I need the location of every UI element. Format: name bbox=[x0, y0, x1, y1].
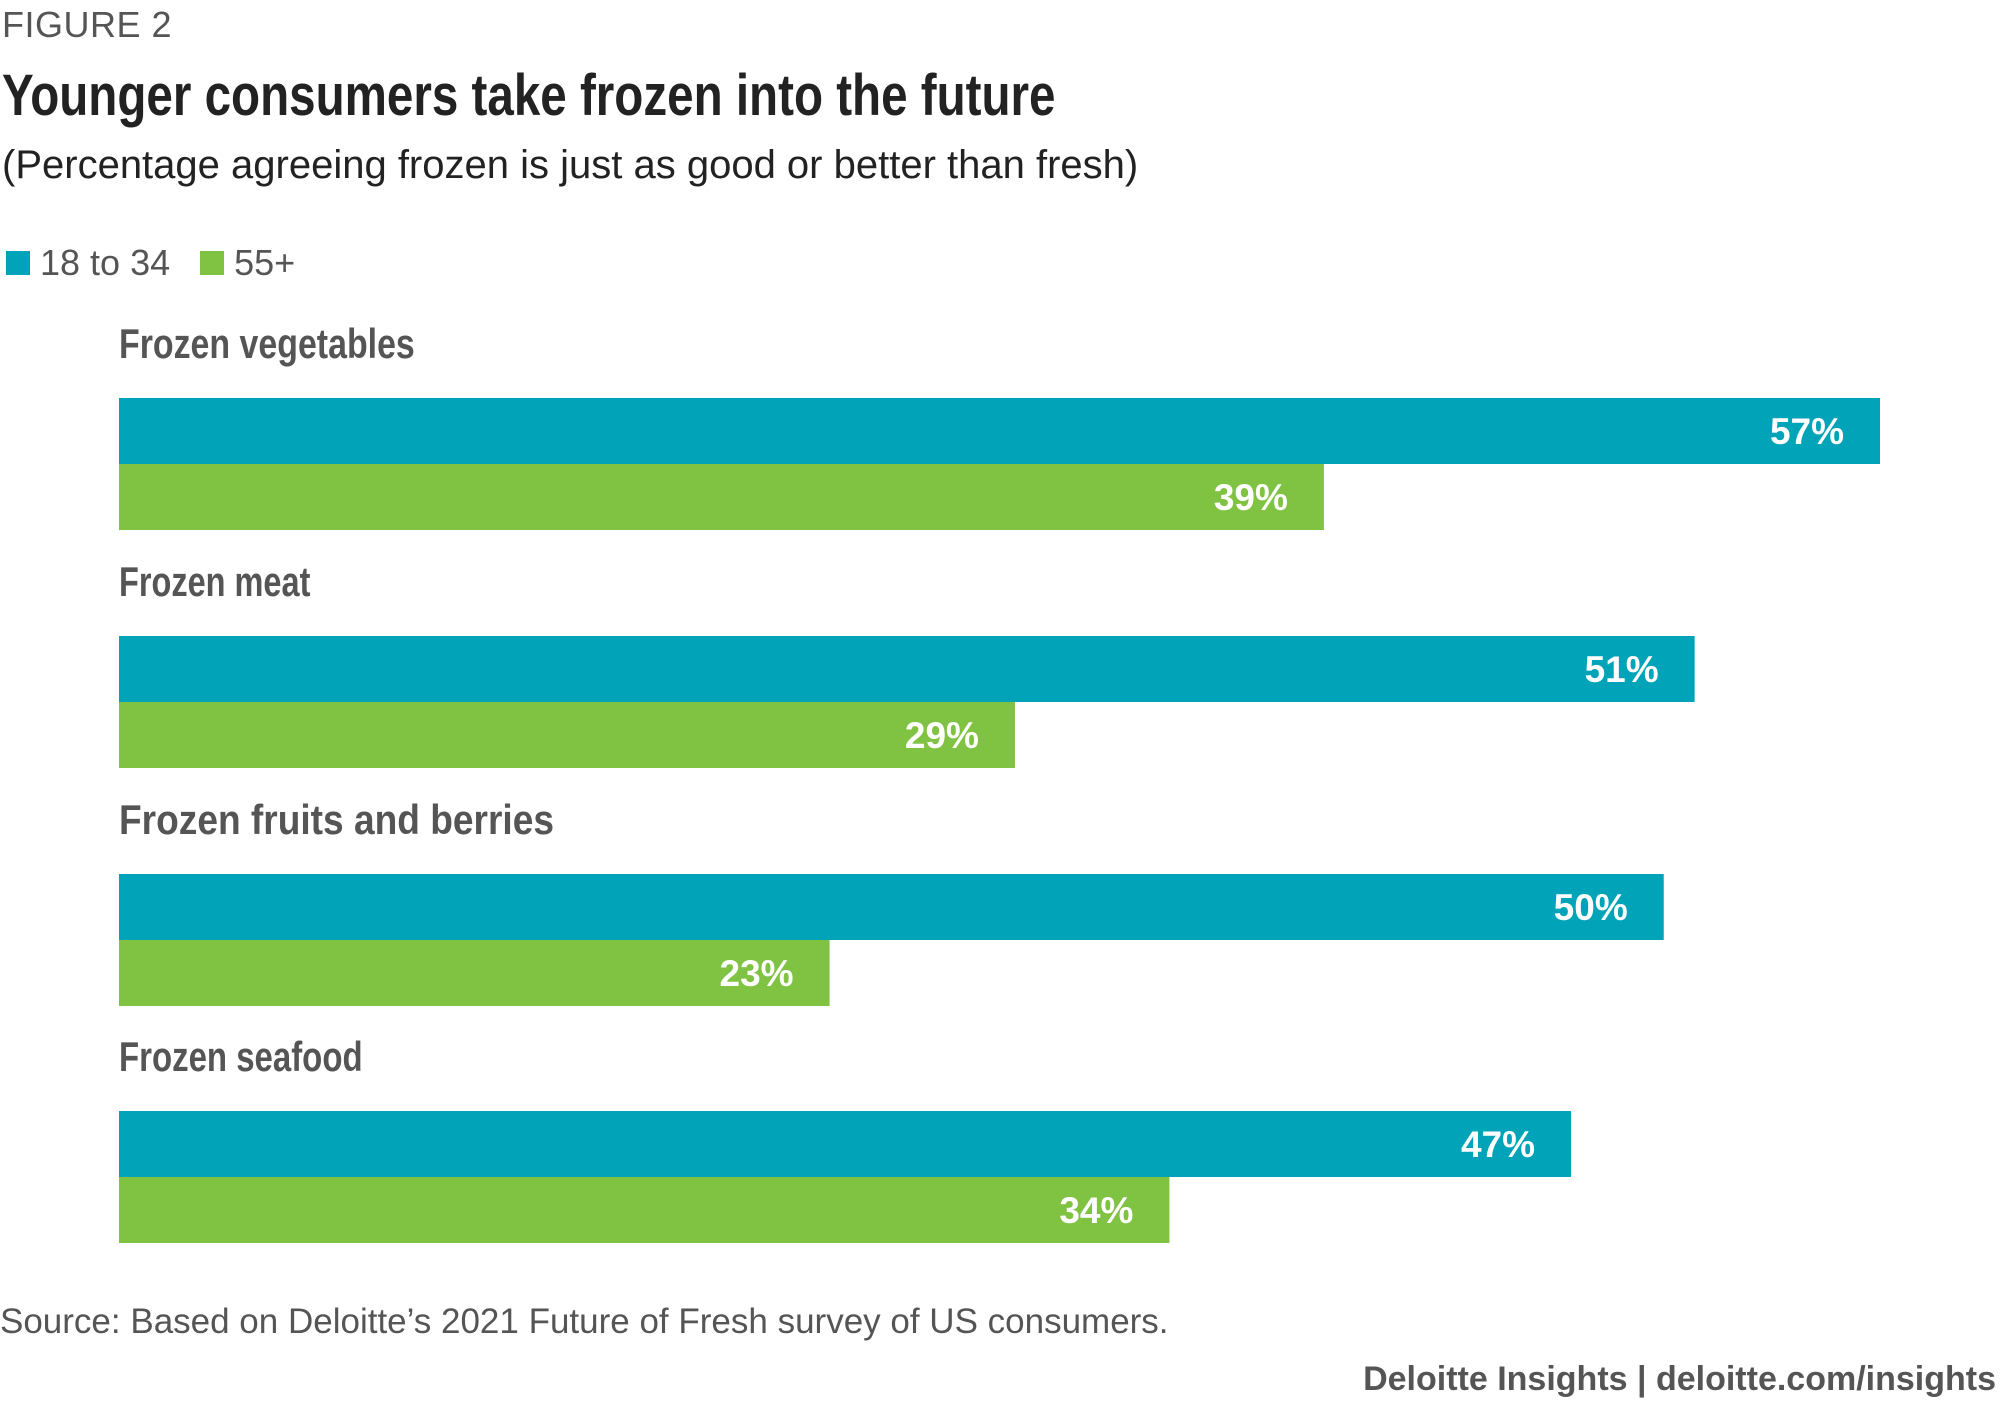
bar-frozen-vegetables-18-to-34 bbox=[119, 398, 1880, 464]
bar-frozen-fruits-and-berries-55-plus bbox=[119, 940, 830, 1006]
legend-label-18-to-34: 18 to 34 bbox=[40, 242, 171, 283]
data-label-frozen-meat-18-to-34: 51% bbox=[1585, 649, 1659, 690]
chart-title: Younger consumers take frozen into the f… bbox=[2, 63, 1056, 128]
data-label-frozen-meat-55-plus: 29% bbox=[905, 715, 979, 756]
bar-frozen-fruits-and-berries-18-to-34 bbox=[119, 874, 1664, 940]
figure-label: FIGURE 2 bbox=[2, 4, 173, 45]
bar-frozen-seafood-55-plus bbox=[119, 1177, 1170, 1243]
bar-frozen-seafood-18-to-34 bbox=[119, 1111, 1572, 1177]
bar-frozen-meat-55-plus bbox=[119, 702, 1015, 768]
footer-credit: Deloitte Insights | deloitte.com/insight… bbox=[1363, 1360, 1996, 1398]
legend-label-55-plus: 55+ bbox=[234, 242, 296, 283]
legend: 18 to 34 55+ bbox=[6, 242, 325, 284]
legend-item-55-plus: 55+ bbox=[200, 242, 295, 284]
category-label-frozen-meat: Frozen meat bbox=[119, 558, 310, 605]
legend-item-18-to-34: 18 to 34 bbox=[6, 242, 170, 284]
bar-frozen-meat-18-to-34 bbox=[119, 636, 1695, 702]
legend-swatch-55-plus bbox=[200, 251, 225, 275]
source-note: Source: Based on Deloitte’s 2021 Future … bbox=[0, 1302, 1169, 1341]
data-label-frozen-fruits-and-berries-18-to-34: 50% bbox=[1554, 887, 1628, 928]
category-label-frozen-vegetables: Frozen vegetables bbox=[119, 320, 415, 367]
bar-chart: Frozen vegetables 57% 39% Frozen meat 51% 29%… bbox=[119, 320, 1880, 1243]
data-label-frozen-vegetables-55-plus: 39% bbox=[1214, 477, 1288, 518]
category-label-frozen-fruits-and-berries: Frozen fruits and berries bbox=[119, 796, 554, 843]
bar-frozen-vegetables-55-plus bbox=[119, 464, 1324, 530]
data-label-frozen-fruits-and-berries-55-plus: 23% bbox=[720, 953, 794, 994]
data-label-frozen-seafood-18-to-34: 47% bbox=[1461, 1124, 1535, 1165]
chart-subtitle: (Percentage agreeing frozen is just as g… bbox=[2, 143, 1139, 187]
category-label-frozen-seafood: Frozen seafood bbox=[119, 1033, 363, 1080]
legend-swatch-18-to-34 bbox=[6, 251, 30, 275]
data-label-frozen-vegetables-18-to-34: 57% bbox=[1770, 411, 1844, 452]
data-label-frozen-seafood-55-plus: 34% bbox=[1059, 1190, 1133, 1231]
